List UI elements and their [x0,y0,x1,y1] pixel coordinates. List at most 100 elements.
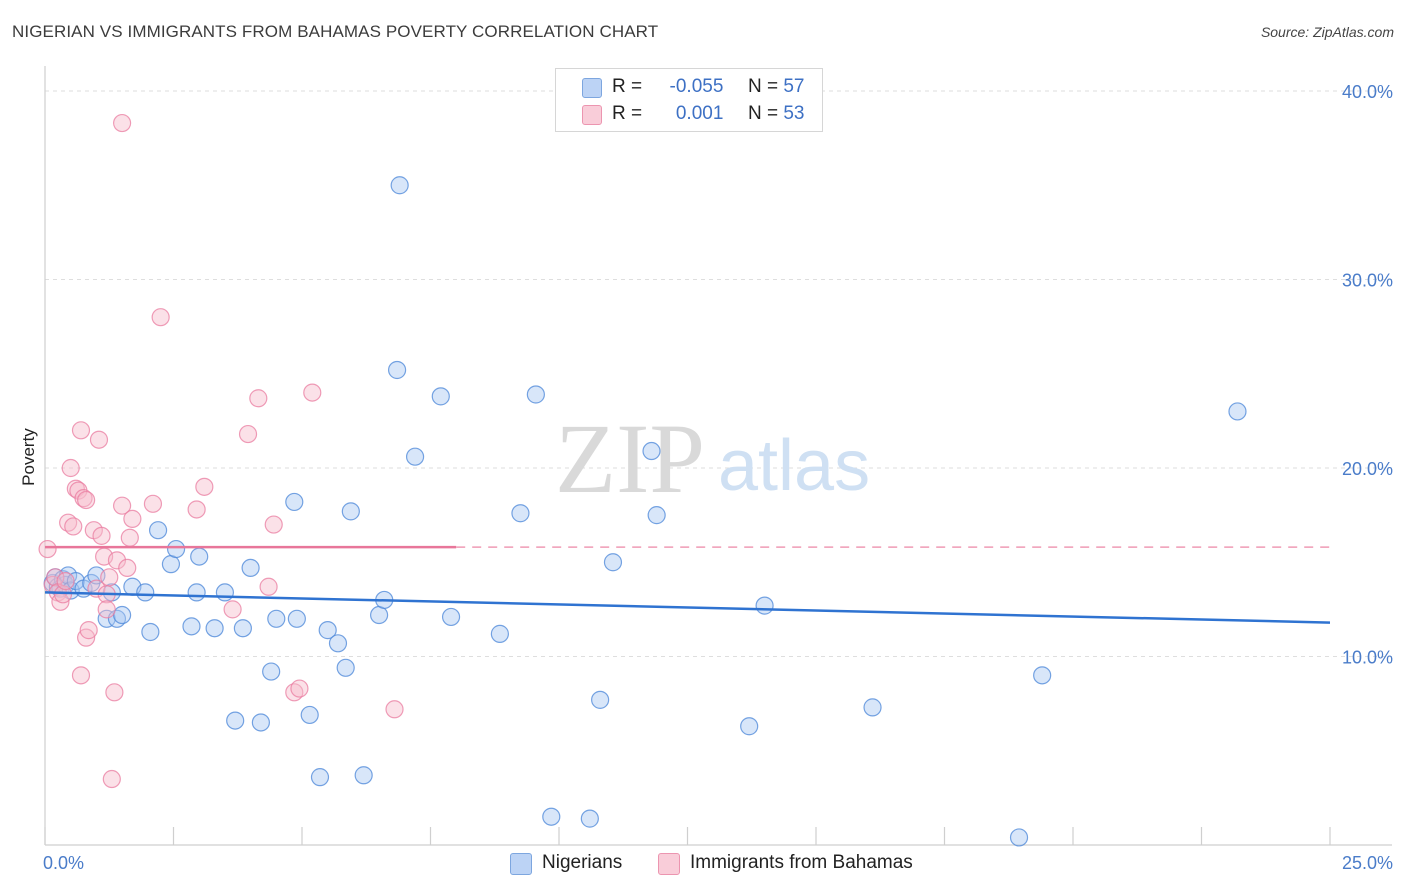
point-nigerians [141,622,160,642]
point-nigerians [267,609,286,628]
point-nigerians [341,502,360,521]
point-bahamas [143,494,163,513]
point-bahamas [71,421,91,440]
point-bahamas [187,500,206,519]
point-bahamas [107,551,127,570]
point-nigerians [863,698,882,717]
legend-r-label: R = [612,76,643,97]
point-nigerians [182,617,201,636]
data-points [38,113,1247,847]
point-nigerians [755,596,774,615]
point-nigerians [441,607,461,627]
point-nigerians [285,492,304,512]
point-nigerians [215,583,234,602]
point-bahamas [74,489,93,508]
y-tick-label: 30.0% [1342,271,1393,291]
legend-swatch-bahamas [582,105,602,125]
point-nigerians [287,609,306,628]
legend-n-value: 53 [783,103,805,124]
point-nigerians [354,766,373,785]
watermark: ZIP atlas [555,403,870,514]
point-bahamas [118,558,137,578]
point-nigerians [336,658,355,677]
chart-source: Source: ZipAtlas.com [1260,24,1394,40]
point-bahamas [89,430,109,449]
point-nigerians [1228,402,1247,421]
point-nigerians [262,662,281,681]
legend-stats-nigerians: R = -0.055 N = 57 [612,76,804,98]
point-nigerians [241,558,260,578]
point-nigerians [431,387,450,406]
point-bahamas [223,600,242,619]
point-nigerians [205,619,224,638]
point-bahamas [151,308,170,327]
point-nigerians [490,624,509,643]
legend-r-value: -0.055 [669,76,724,97]
y-axis-label: Poverty [19,428,38,486]
point-bahamas [105,683,124,702]
point-nigerians [112,605,132,625]
point-bahamas [100,568,119,587]
point-nigerians [1033,666,1052,685]
point-bahamas [46,568,65,587]
tick-labels: 10.0% 20.0% 30.0% 40.0% 0.0% 25.0% Poverty [19,82,1393,873]
point-bahamas [97,600,116,619]
point-bahamas [92,526,111,545]
watermark-zip: ZIP [555,403,705,514]
point-bahamas [249,389,268,408]
legend-r-value: 0.001 [675,103,724,124]
point-nigerians [642,441,661,461]
point-bahamas [112,496,132,515]
point-bahamas [385,700,404,719]
point-bahamas [290,679,309,698]
point-nigerians [251,713,270,732]
legend-stats-bahamas: R = 0.001 N = 53 [612,103,804,125]
legend-n-label: N = [747,103,779,124]
point-nigerians [136,583,155,602]
y-tick-label: 40.0% [1342,82,1393,102]
point-nigerians [161,555,181,574]
point-nigerians [647,506,666,525]
point-nigerians [591,690,610,709]
point-bahamas [66,479,85,498]
point-nigerians [300,705,319,725]
point-nigerians [740,717,759,736]
point-nigerians [190,547,209,566]
legend-swatch-nigerians [582,78,602,98]
point-bahamas [195,477,214,496]
point-nigerians [526,385,545,404]
bottom-legend-label-bahamas: Immigrants from Bahamas [690,852,913,873]
point-bahamas [112,113,132,133]
legend-r-label: R = [612,103,643,124]
bottom-legend-swatch-nigerians [510,853,532,875]
point-bahamas [71,666,91,685]
x-tick-label-min: 0.0% [43,853,84,873]
trend-lines [44,545,1331,624]
point-nigerians [233,619,252,638]
bottom-legend-label-nigerians: Nigerians [542,852,623,873]
point-nigerians [370,605,389,625]
point-bahamas [64,517,83,536]
point-bahamas [102,769,121,789]
point-nigerians [405,447,425,466]
point-nigerians [387,360,407,380]
point-nigerians [328,634,348,653]
point-nigerians [603,553,623,572]
point-bahamas [77,490,96,510]
point-bahamas [79,621,98,640]
point-bahamas [38,539,57,559]
point-bahamas [264,515,283,534]
point-nigerians [66,571,85,591]
point-bahamas [120,528,139,547]
point-nigerians [390,176,409,195]
point-bahamas [238,424,258,444]
point-bahamas [53,585,73,604]
chart-title: NIGERIAN VS IMMIGRANTS FROM BAHAMAS POVE… [12,22,659,41]
point-nigerians [97,609,116,628]
point-nigerians [542,807,561,826]
y-tick-label: 10.0% [1342,648,1393,668]
point-nigerians [1009,828,1029,847]
point-nigerians [226,711,245,730]
gridlines [45,90,1392,657]
